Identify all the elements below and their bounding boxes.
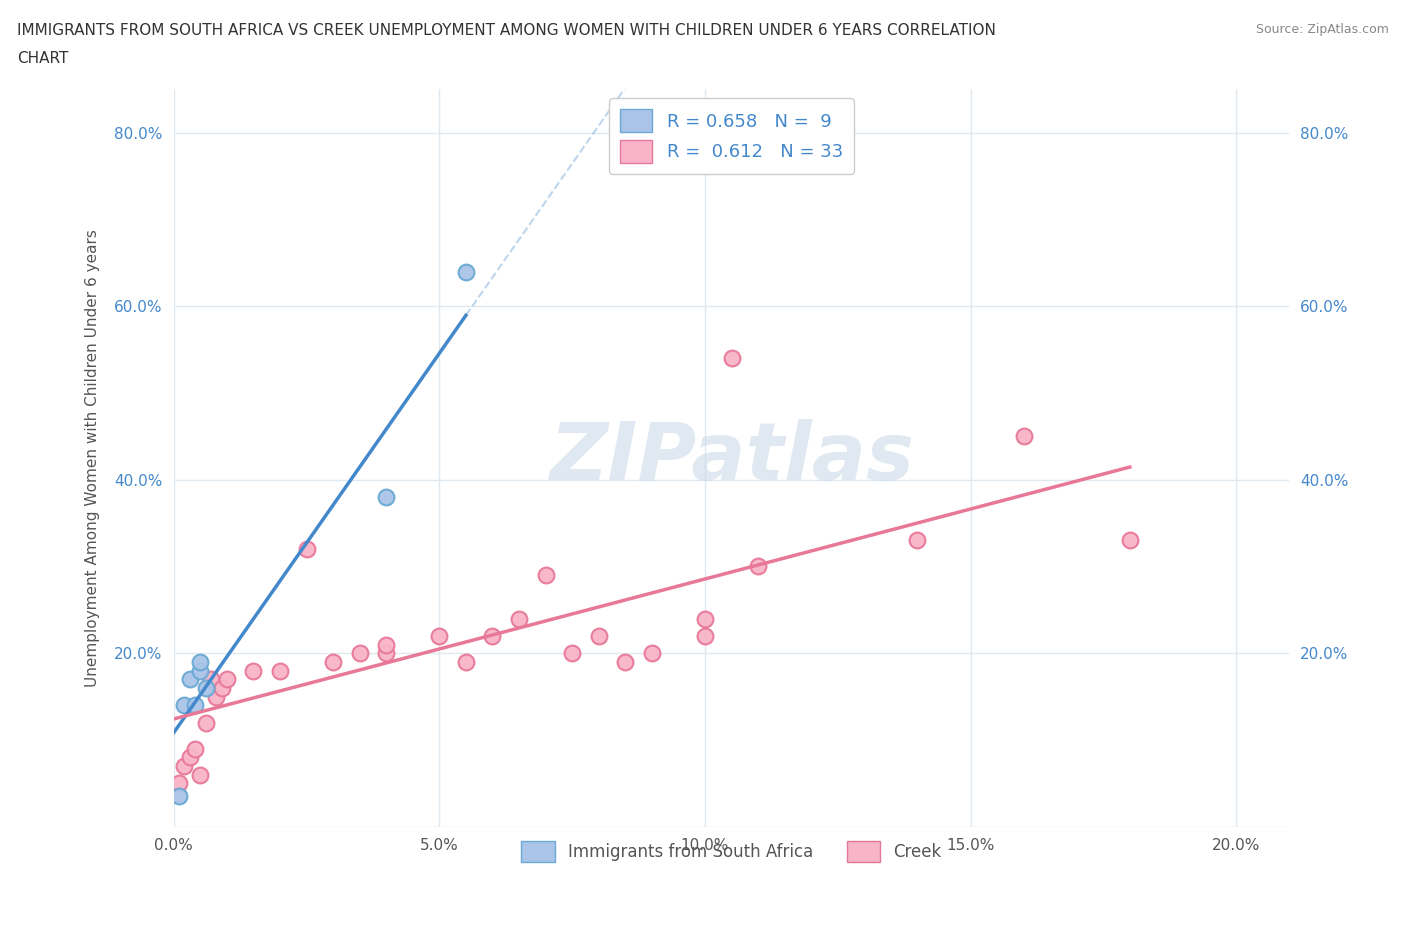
Point (167, 776, 190, 790)
Point (534, 567, 557, 582)
Point (1119, 533, 1142, 548)
Point (194, 681, 217, 696)
Point (1012, 429, 1035, 444)
Point (167, 789, 190, 804)
Point (375, 637, 398, 652)
Point (194, 715, 217, 730)
Point (375, 645, 398, 660)
Point (905, 533, 928, 548)
Text: IMMIGRANTS FROM SOUTH AFRICA VS CREEK UNEMPLOYMENT AMONG WOMEN WITH CHILDREN UND: IMMIGRANTS FROM SOUTH AFRICA VS CREEK UN… (17, 23, 995, 38)
Text: Source: ZipAtlas.com: Source: ZipAtlas.com (1256, 23, 1389, 36)
Point (190, 655, 212, 670)
Point (184, 741, 207, 756)
Point (693, 611, 716, 626)
Point (693, 629, 716, 644)
Point (747, 559, 769, 574)
Y-axis label: Unemployment Among Women with Children Under 6 years: Unemployment Among Women with Children U… (86, 229, 100, 687)
Point (454, 264, 477, 279)
Point (588, 629, 610, 644)
Point (454, 655, 477, 670)
Point (269, 663, 291, 678)
Point (614, 655, 637, 670)
Point (720, 351, 742, 365)
Point (481, 629, 503, 644)
Point (190, 767, 212, 782)
Legend: Immigrants from South Africa, Creek: Immigrants from South Africa, Creek (513, 833, 950, 870)
Point (205, 689, 228, 704)
Point (242, 663, 264, 678)
Point (173, 698, 195, 712)
Point (641, 645, 664, 660)
Point (200, 671, 222, 686)
Point (561, 645, 583, 660)
Point (211, 681, 233, 696)
Point (322, 655, 344, 670)
Point (508, 611, 530, 626)
Text: CHART: CHART (17, 51, 69, 66)
Point (179, 750, 201, 764)
Point (173, 759, 195, 774)
Point (215, 671, 238, 686)
Point (375, 490, 398, 505)
Point (295, 541, 318, 556)
Text: ZIPatlas: ZIPatlas (548, 419, 914, 497)
Point (179, 671, 201, 686)
Point (190, 663, 212, 678)
Point (427, 629, 450, 644)
Point (349, 645, 371, 660)
Point (184, 698, 207, 712)
